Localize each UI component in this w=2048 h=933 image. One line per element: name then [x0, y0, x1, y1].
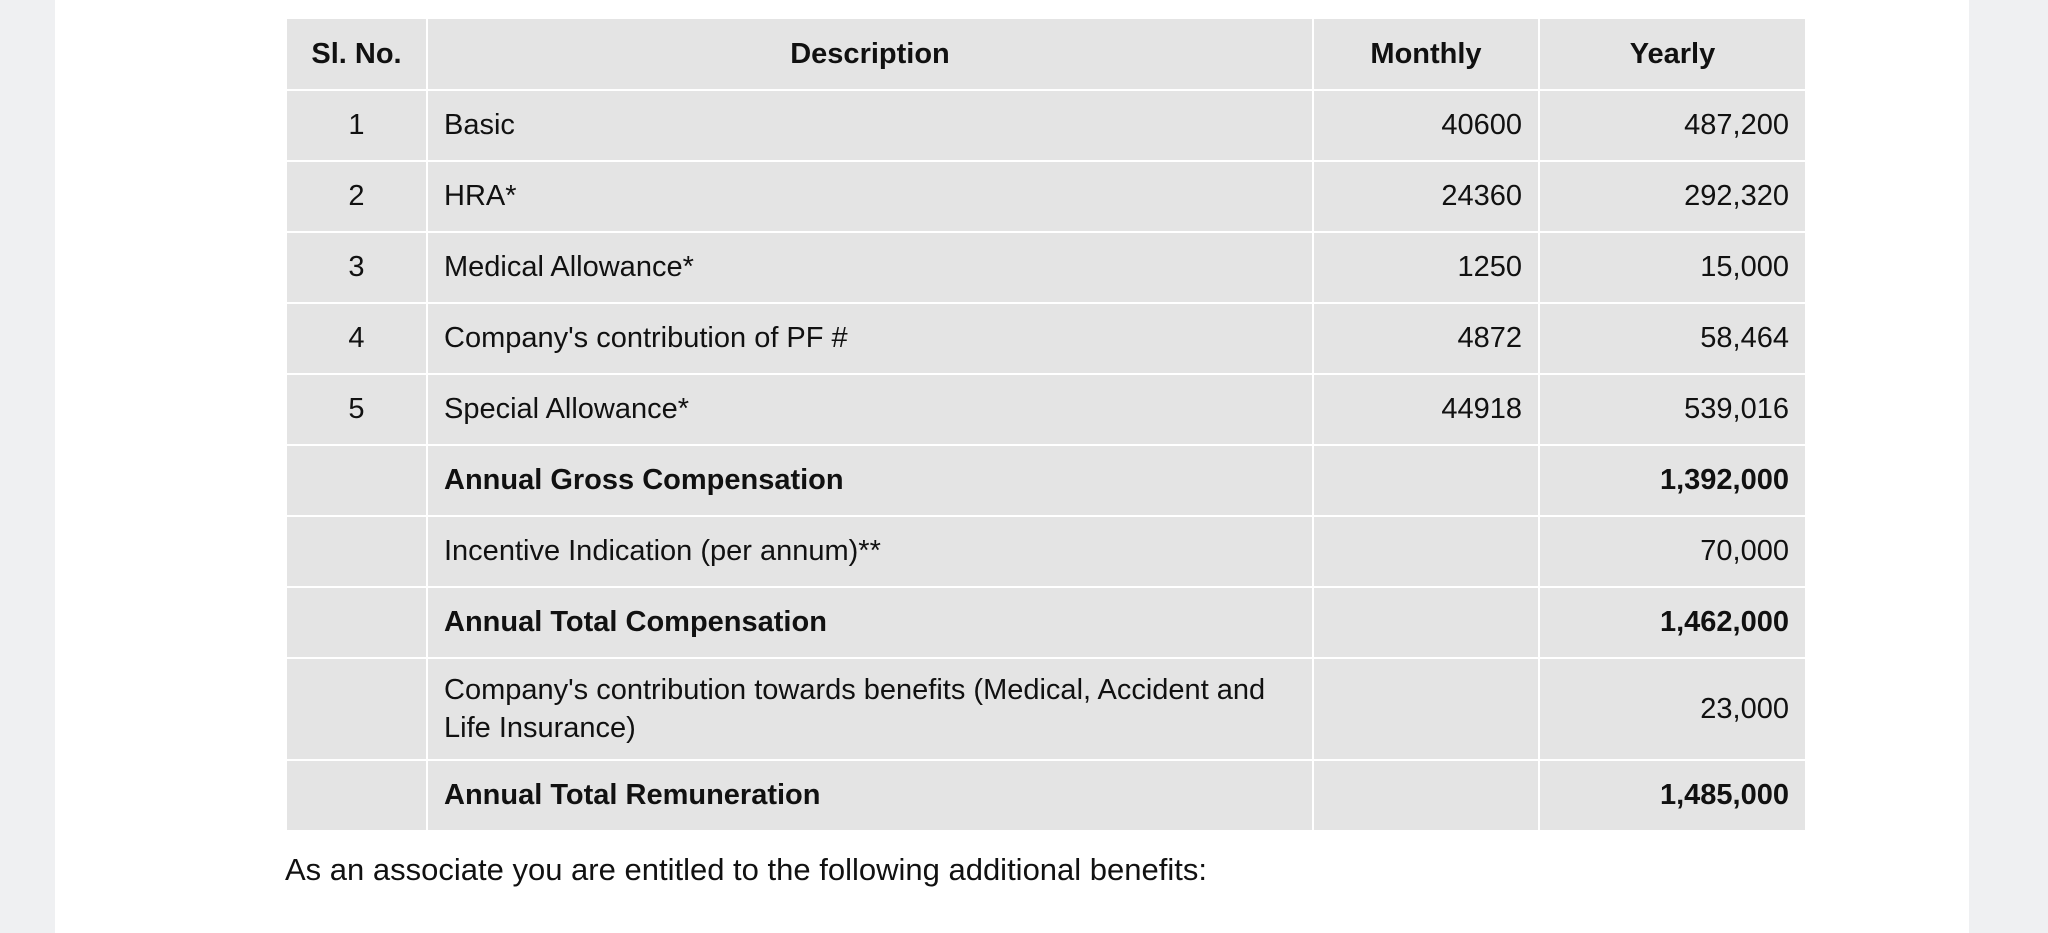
salary-table: Sl. No. Description Monthly Yearly 1 Basic 40…	[285, 17, 1807, 832]
monthly-cell	[1312, 759, 1540, 832]
sl-cell	[285, 759, 428, 832]
header-cell: Sl. No.	[285, 17, 428, 91]
monthly-cell	[1312, 586, 1540, 659]
table-row: 5 Special Allowance* 44918 539,016	[285, 373, 1807, 446]
sl-cell: 5	[285, 373, 428, 446]
table-row: Annual Total Remuneration 1,485,000	[285, 759, 1807, 832]
sl-cell	[285, 444, 428, 517]
yearly-cell: 1,392,000	[1538, 444, 1807, 517]
yearly-cell: 292,320	[1538, 160, 1807, 233]
monthly-cell: 40600	[1312, 89, 1540, 162]
table-row: 2 HRA* 24360 292,320	[285, 160, 1807, 233]
description-cell: Special Allowance*	[426, 373, 1314, 446]
table-row: 4 Company's contribution of PF #4872 58,46…	[285, 302, 1807, 375]
monthly-cell	[1312, 515, 1540, 588]
description-cell: Annual Total Remuneration	[426, 759, 1314, 832]
description-cell: Incentive Indication (per annum)**	[426, 515, 1314, 588]
yearly-cell: 1,462,000	[1538, 586, 1807, 659]
sl-cell: 2	[285, 160, 428, 233]
monthly-cell	[1312, 444, 1540, 517]
yearly-cell: 1,485,000	[1538, 759, 1807, 832]
header-row: Sl. No. Description Monthly Yearly	[285, 17, 1807, 91]
table-row: Annual Total Compensation 1,462,000	[285, 586, 1807, 659]
monthly-cell: 24360	[1312, 160, 1540, 233]
description-cell: Basic	[426, 89, 1314, 162]
monthly-cell: 1250	[1312, 231, 1540, 304]
table-row: Company's contribution towards benefits …	[285, 657, 1807, 761]
table-row: Incentive Indication (per annum)** 70,000	[285, 515, 1807, 588]
sl-cell: 3	[285, 231, 428, 304]
description-cell: Annual Gross Compensation	[426, 444, 1314, 517]
sl-cell	[285, 586, 428, 659]
document: Sl. No. Description Monthly Yearly 1 Basic 40…	[55, 0, 1969, 933]
header-cell: Description	[426, 17, 1314, 91]
monthly-cell: 4872	[1312, 302, 1540, 375]
description-cell: HRA*	[426, 160, 1314, 233]
yearly-cell: 23,000	[1538, 657, 1807, 761]
yearly-cell: 539,016	[1538, 373, 1807, 446]
yearly-cell: 15,000	[1538, 231, 1807, 304]
sl-cell: 4	[285, 302, 428, 375]
description-cell: Company's contribution of PF #	[426, 302, 1314, 375]
description-cell: Medical Allowance*	[426, 231, 1314, 304]
monthly-cell	[1312, 657, 1540, 761]
monthly-cell: 44918	[1312, 373, 1540, 446]
header-cell: Yearly	[1538, 17, 1807, 91]
yearly-cell: 70,000	[1538, 515, 1807, 588]
table-row: Annual Gross Compensation 1,392,000	[285, 444, 1807, 517]
yearly-cell: 487,200	[1538, 89, 1807, 162]
description-cell: Annual Total Compensation	[426, 586, 1314, 659]
table-row: 1 Basic 40600 487,200	[285, 89, 1807, 162]
sl-cell	[285, 515, 428, 588]
sl-cell	[285, 657, 428, 761]
yearly-cell: 58,464	[1538, 302, 1807, 375]
footer-text: As an associate you are entitled to the …	[285, 852, 1207, 887]
description-cell: Company's contribution towards benefits …	[426, 657, 1314, 761]
table-row: 3 Medical Allowance* 1250 15,000	[285, 231, 1807, 304]
header-cell: Monthly	[1312, 17, 1540, 91]
sl-cell: 1	[285, 89, 428, 162]
